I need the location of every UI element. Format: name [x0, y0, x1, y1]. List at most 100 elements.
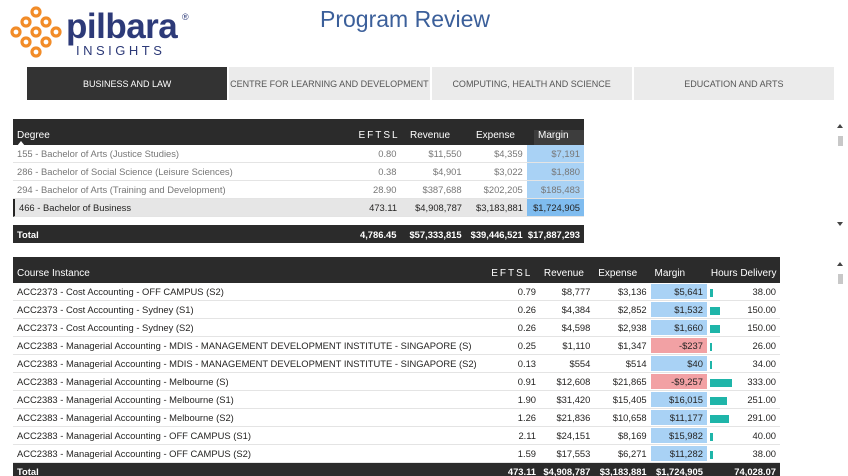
course-margin: $11,282: [650, 446, 707, 461]
tab-computing-health-science[interactable]: COMPUTING, HEALTH AND SCIENCE: [431, 67, 632, 100]
degree-eftsl: 28.90: [373, 184, 397, 195]
course-margin: $40: [650, 356, 707, 371]
course-hours-delivery: 34.00: [707, 358, 780, 369]
course-row[interactable]: ACC2383 - Managerial Accounting - OFF CA…: [13, 445, 780, 463]
course-table-scrollbar[interactable]: [837, 260, 845, 470]
degree-name: 466 - Bachelor of Business: [19, 202, 132, 213]
degree-column-header[interactable]: Degree: [17, 130, 50, 141]
course-row[interactable]: ACC2373 - Cost Accounting - OFF CAMPUS (…: [13, 283, 780, 301]
degree-margin: $185,483: [526, 181, 584, 198]
course-revenue: $21,836: [556, 412, 591, 423]
degree-row[interactable]: 294 - Bachelor of Arts (Training and Dev…: [13, 181, 584, 199]
hours-delivery-value: 291.00: [747, 412, 777, 423]
logo-subtitle: INSIGHTS: [76, 43, 166, 58]
tab-education-and-arts[interactable]: EDUCATION AND ARTS: [633, 67, 834, 100]
degree-table-header: Degree EFTSL Revenue Expense Margin: [13, 119, 584, 145]
course-hours-delivery: 38.00: [707, 286, 780, 297]
pilbara-logo: pilbara ® INSIGHTS: [10, 6, 195, 58]
course-hours-delivery: 333.00: [707, 376, 780, 387]
course-eftsl: 0.25: [517, 340, 537, 351]
degree-table-scrollbar[interactable]: [837, 122, 845, 232]
tab-centre-for-learning[interactable]: CENTRE FOR LEARNING AND DEVELOPMENT: [229, 67, 430, 100]
course-row[interactable]: ACC2373 - Cost Accounting - Sydney (S1) 0…: [13, 301, 780, 319]
course-instance-name: ACC2383 - Managerial Accounting - Melbou…: [17, 394, 234, 405]
hours-delivery-bar: [709, 343, 712, 351]
course-row[interactable]: ACC2383 - Managerial Accounting - Melbou…: [13, 409, 780, 427]
degree-eftsl: 0.80: [378, 148, 397, 159]
total-revenue: $57,333,815: [409, 228, 462, 240]
expense-column-header[interactable]: Expense: [598, 268, 638, 279]
hours-delivery-bar: [709, 433, 713, 441]
revenue-column-header[interactable]: Revenue: [410, 130, 451, 141]
course-expense: $15,405: [612, 394, 647, 405]
course-table-header: Course Instance EFTSL Revenue Expense Ma…: [13, 257, 780, 283]
degree-row[interactable]: 155 - Bachelor of Arts (Justice Studies)…: [13, 145, 584, 163]
course-expense: $8,169: [617, 430, 647, 441]
scroll-up-icon[interactable]: [837, 124, 843, 128]
hours-delivery-value: 38.00: [752, 286, 777, 297]
hours-delivery-column-header[interactable]: Hours Delivery: [710, 268, 777, 279]
course-column-header[interactable]: Course Instance: [17, 268, 90, 279]
course-hours-delivery: 26.00: [707, 340, 780, 351]
course-total-row: Total 473.11 $4,908,787 $3,183,881 $1,72…: [13, 463, 780, 476]
course-margin: -$237: [650, 338, 707, 353]
degree-expense: $202,205: [483, 184, 523, 195]
course-instance-name: ACC2383 - Managerial Accounting - OFF CA…: [17, 430, 251, 441]
hours-delivery-value: 40.00: [752, 430, 777, 441]
course-revenue: $4,598: [561, 322, 591, 333]
course-margin: -$9,257: [650, 374, 707, 389]
course-instance-name: ACC2383 - Managerial Accounting - MDIS -…: [17, 340, 472, 351]
course-instance-table: Course Instance EFTSL Revenue Expense Ma…: [13, 257, 780, 476]
course-expense: $2,852: [617, 304, 647, 315]
degree-eftsl: 0.38: [378, 166, 397, 177]
hours-delivery-bar: [709, 415, 729, 423]
course-expense: $514: [625, 358, 647, 369]
revenue-column-header[interactable]: Revenue: [543, 268, 584, 279]
eftsl-column-header[interactable]: EFTSL: [491, 268, 533, 279]
degree-row[interactable]: 466 - Bachelor of Business 473.11 $4,908,7…: [13, 199, 584, 217]
hours-delivery-bar: [709, 307, 720, 315]
hours-delivery-bar: [709, 325, 720, 333]
degree-expense: $4,359: [494, 148, 523, 159]
margin-column-header[interactable]: Margin: [654, 268, 686, 279]
course-margin: $1,532: [650, 302, 707, 317]
degree-name: 155 - Bachelor of Arts (Justice Studies): [17, 148, 180, 159]
course-row[interactable]: ACC2373 - Cost Accounting - Sydney (S2) 0…: [13, 319, 780, 337]
course-eftsl: 1.59: [517, 448, 537, 459]
course-row[interactable]: ACC2383 - Managerial Accounting - Melbou…: [13, 373, 780, 391]
course-revenue: $12,608: [556, 376, 591, 387]
course-row[interactable]: ACC2383 - Managerial Accounting - Melbou…: [13, 391, 780, 409]
course-margin: $16,015: [650, 392, 707, 407]
scroll-down-icon[interactable]: [837, 222, 843, 226]
course-row[interactable]: ACC2383 - Managerial Accounting - MDIS -…: [13, 337, 780, 355]
expense-column-header[interactable]: Expense: [476, 130, 515, 141]
scroll-up-icon[interactable]: [837, 262, 843, 266]
hours-delivery-bar: [709, 397, 727, 405]
department-tabs: BUSINESS AND LAW CENTRE FOR LEARNING AND…: [27, 67, 834, 100]
total-label: Total: [17, 466, 39, 476]
hours-delivery-value: 34.00: [752, 358, 777, 369]
course-row[interactable]: ACC2383 - Managerial Accounting - OFF CA…: [13, 427, 780, 445]
total-label: Total: [17, 228, 39, 240]
margin-column-header[interactable]: Margin: [534, 130, 584, 145]
course-margin: $15,982: [650, 428, 707, 443]
scrollbar-thumb[interactable]: [838, 274, 843, 284]
course-row[interactable]: ACC2383 - Managerial Accounting - MDIS -…: [13, 355, 780, 373]
logo-registered-mark: ®: [182, 12, 189, 22]
course-revenue: $4,384: [561, 304, 591, 315]
course-eftsl: 0.79: [517, 286, 537, 297]
eftsl-column-header[interactable]: EFTSL: [358, 130, 400, 141]
logo-mark-icon: [10, 6, 62, 58]
degree-eftsl: 473.11: [369, 202, 398, 213]
course-eftsl: 1.26: [517, 412, 537, 423]
degree-total-row: Total 4,786.45 $57,333,815 $39,446,521 $…: [13, 225, 584, 243]
course-hours-delivery: 291.00: [707, 412, 780, 423]
tab-business-and-law[interactable]: BUSINESS AND LAW: [27, 67, 228, 100]
degree-margin: $7,191: [526, 145, 584, 162]
total-expense: $39,446,521: [470, 228, 523, 240]
degree-row[interactable]: 286 - Bachelor of Social Science (Leisur…: [13, 163, 584, 181]
course-eftsl: 0.26: [517, 322, 537, 333]
course-eftsl: 0.26: [517, 304, 537, 315]
scrollbar-thumb[interactable]: [838, 136, 843, 146]
course-instance-name: ACC2383 - Managerial Accounting - MDIS -…: [17, 358, 477, 369]
